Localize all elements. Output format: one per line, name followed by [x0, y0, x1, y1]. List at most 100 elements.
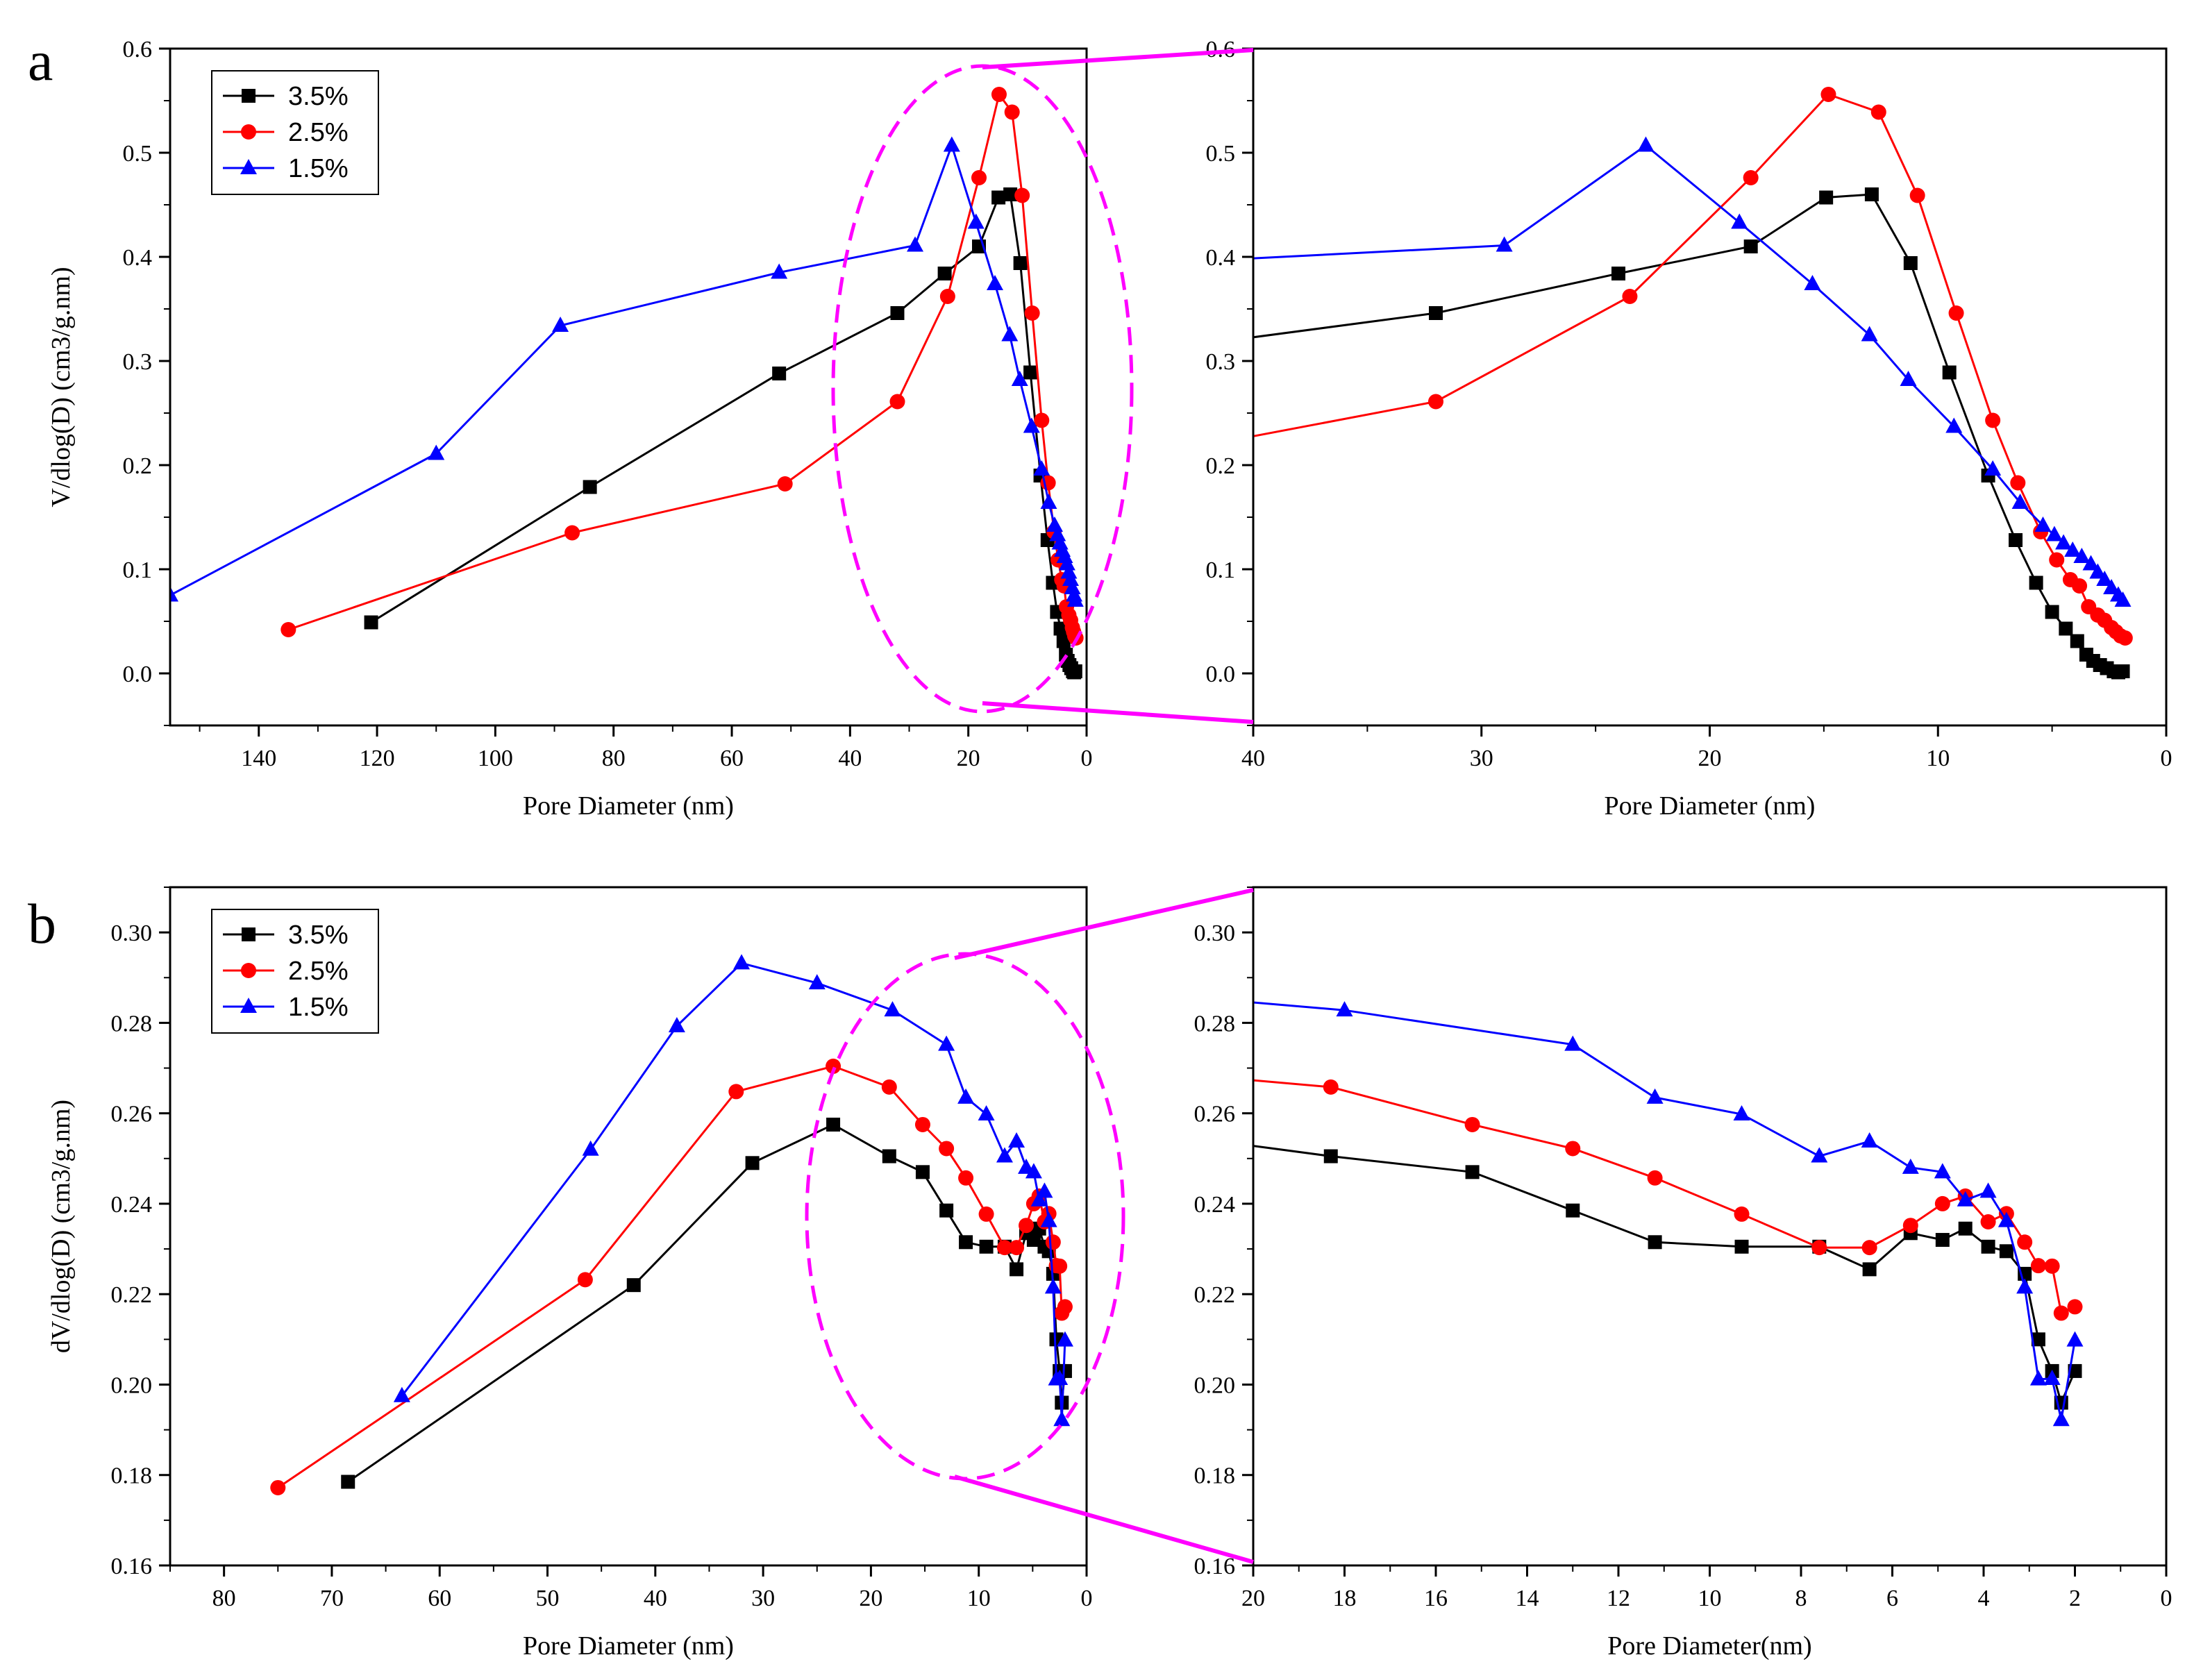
y-tick-label: 0.4 — [1206, 245, 1236, 271]
x-tick-label: 0 — [2161, 1586, 2172, 1611]
data-point — [1036, 1182, 1053, 1198]
data-point — [943, 136, 960, 152]
data-point — [1646, 1088, 1664, 1104]
legend-marker — [240, 159, 257, 174]
data-point — [2070, 634, 2084, 648]
data-point — [1948, 305, 1964, 321]
data-point — [1902, 1218, 1918, 1234]
data-point — [2045, 605, 2059, 619]
data-point — [884, 1001, 901, 1017]
series-line — [347, 1123, 1066, 1483]
series-line — [1253, 193, 2123, 674]
data-point — [1637, 136, 1655, 152]
data-point — [2064, 541, 2082, 557]
data-point — [1804, 275, 1821, 290]
data-point — [1010, 1262, 1024, 1277]
data-point — [2068, 1363, 2082, 1378]
data-point — [728, 1084, 744, 1100]
y-tick-label: 0.18 — [1194, 1463, 1236, 1489]
data-point — [826, 1117, 841, 1132]
data-point — [1734, 1239, 1749, 1254]
x-tick-label: 18 — [1333, 1586, 1357, 1611]
series-2.5% — [994, 87, 2133, 646]
zoom-ellipse-b — [805, 952, 1125, 1481]
zoom-connector-b-bottom — [954, 1475, 1254, 1564]
data-point — [1979, 1182, 1997, 1198]
panel-a-main-chart: 140 120 100 80 60 40 20 0 0.0 0.1 0.2 0.3 0.4 0.5 0.6 P… — [47, 37, 1093, 821]
x-tick-label: 140 — [241, 746, 276, 771]
data-point — [979, 1239, 994, 1254]
data-point — [170, 586, 178, 602]
y-tick-label: 0.1 — [123, 557, 153, 583]
legend-label: 3.5% — [288, 921, 349, 950]
x-tick-label: 80 — [212, 1586, 236, 1611]
legend-label: 2.5% — [288, 957, 349, 986]
data-point — [1622, 289, 1638, 304]
y-tick-label: 0.16 — [1194, 1554, 1236, 1579]
zoom-indicators — [805, 48, 1254, 1564]
data-point — [582, 1140, 599, 1156]
x-tick-label: 0 — [1081, 1586, 1093, 1611]
y-tick-label: 0.30 — [1194, 921, 1236, 946]
data-point — [1053, 621, 1068, 636]
data-point — [564, 525, 580, 541]
y-tick-label: 0.26 — [1194, 1102, 1236, 1127]
data-point — [1025, 1163, 1042, 1179]
data-point — [1870, 104, 1886, 120]
x-axis-label: Pore Diameter (nm) — [1605, 791, 1816, 821]
data-point — [987, 275, 1003, 290]
data-point — [1030, 1191, 1048, 1207]
data-point — [2089, 563, 2107, 579]
series-2.5% — [280, 87, 1084, 646]
y-tick-label: 0.0 — [123, 662, 153, 687]
data-point — [1464, 1116, 1480, 1132]
x-tick-label: 10 — [1926, 746, 1950, 771]
legend-marker — [242, 89, 256, 103]
data-point — [583, 480, 597, 494]
data-point — [939, 1203, 954, 1218]
data-point — [959, 1235, 973, 1250]
legend-marker — [241, 963, 256, 978]
data-point — [994, 476, 1010, 492]
series-1.5% — [393, 954, 1073, 1427]
data-point — [1040, 1211, 1057, 1227]
x-tick-label: 14 — [1516, 1586, 1539, 1611]
data-point — [1323, 1149, 1338, 1164]
data-point — [1008, 1132, 1025, 1148]
data-point — [577, 1272, 593, 1288]
y-tick-label: 0.6 — [123, 37, 153, 62]
data-point — [1981, 1239, 1995, 1254]
data-point — [1648, 1235, 1662, 1250]
y-tick-label: 0.20 — [111, 1372, 153, 1398]
data-point — [1323, 1079, 1339, 1095]
data-point — [1051, 1369, 1069, 1385]
data-point — [1861, 1240, 1877, 1256]
data-point — [978, 1206, 994, 1222]
zoom-connector-a-top — [982, 48, 1254, 69]
legend-marker — [240, 998, 257, 1013]
data-point — [1980, 1213, 1996, 1229]
data-point — [938, 1035, 955, 1051]
series-1.5% — [1253, 136, 2132, 607]
y-axis-label: V/dlog(D) (cm3/g.nm) — [47, 267, 76, 507]
y-tick-label: 0.24 — [111, 1192, 153, 1218]
data-point — [2029, 576, 2043, 590]
data-point — [772, 367, 787, 380]
x-tick-label: 20 — [957, 746, 980, 771]
data-point — [1743, 240, 1758, 253]
data-point — [1864, 187, 1879, 201]
series-line — [401, 961, 1066, 1420]
data-point — [626, 1278, 641, 1293]
data-point — [889, 394, 905, 410]
x-tick-label: 120 — [360, 746, 395, 771]
series-line — [1253, 1079, 2076, 1315]
legend-marker — [242, 927, 256, 941]
series-3.5% — [1253, 187, 2130, 680]
data-point — [1044, 1278, 1062, 1294]
data-point — [996, 1147, 1013, 1163]
data-point — [1999, 1244, 2013, 1259]
x-tick-label: 80 — [602, 746, 626, 771]
data-point — [882, 1149, 896, 1164]
